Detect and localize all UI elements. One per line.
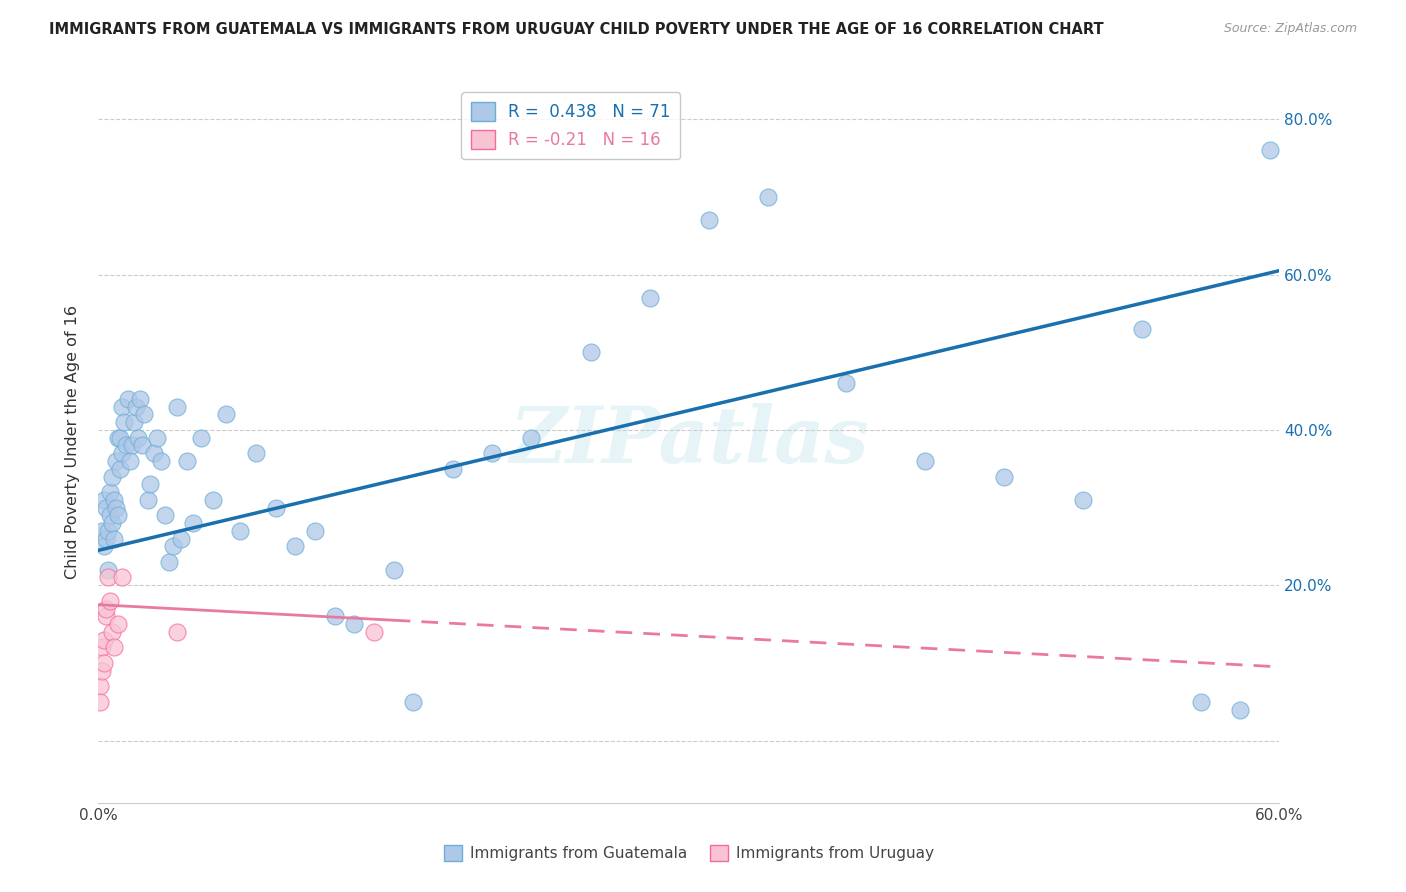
Point <box>166 400 188 414</box>
Point <box>103 532 125 546</box>
Point <box>108 431 131 445</box>
Point <box>97 524 120 538</box>
Point <box>142 446 165 460</box>
Point <box>993 469 1015 483</box>
Point <box>107 508 129 523</box>
Point <box>215 408 238 422</box>
Point <box>115 438 138 452</box>
Point <box>1229 702 1251 716</box>
Point <box>201 492 224 507</box>
Point <box>146 431 169 445</box>
Text: ZIPatlas: ZIPatlas <box>509 403 869 480</box>
Point <box>155 508 177 523</box>
Point <box>117 392 139 406</box>
Point <box>323 609 346 624</box>
Text: IMMIGRANTS FROM GUATEMALA VS IMMIGRANTS FROM URUGUAY CHILD POVERTY UNDER THE AGE: IMMIGRANTS FROM GUATEMALA VS IMMIGRANTS … <box>49 22 1104 37</box>
Point <box>96 532 118 546</box>
Point <box>756 190 779 204</box>
Point <box>343 617 366 632</box>
Point <box>98 594 121 608</box>
Point <box>111 400 134 414</box>
Point <box>697 213 720 227</box>
Point <box>1130 322 1153 336</box>
Point <box>107 431 129 445</box>
Point <box>1189 695 1212 709</box>
Point <box>105 500 128 515</box>
Point <box>304 524 326 538</box>
Point <box>105 454 128 468</box>
Point <box>520 431 543 445</box>
Point <box>382 563 405 577</box>
Point <box>98 485 121 500</box>
Point <box>136 492 159 507</box>
Point <box>190 431 212 445</box>
Point <box>93 656 115 670</box>
Point <box>91 640 114 655</box>
Point <box>150 454 173 468</box>
Point <box>166 624 188 639</box>
Point <box>835 376 858 391</box>
Point <box>138 477 160 491</box>
Point <box>96 609 118 624</box>
Point <box>101 624 124 639</box>
Point <box>111 446 134 460</box>
Point <box>1258 143 1281 157</box>
Point <box>441 461 464 475</box>
Point <box>284 540 307 554</box>
Point <box>98 508 121 523</box>
Point <box>132 408 155 422</box>
Point <box>118 454 141 468</box>
Point <box>101 469 124 483</box>
Point <box>112 415 135 429</box>
Point <box>481 446 503 460</box>
Legend: Immigrants from Guatemala, Immigrants from Uruguay: Immigrants from Guatemala, Immigrants fr… <box>437 839 941 868</box>
Point <box>103 492 125 507</box>
Point <box>181 516 204 530</box>
Point <box>125 400 148 414</box>
Point <box>131 438 153 452</box>
Point <box>229 524 252 538</box>
Point <box>402 695 425 709</box>
Point <box>264 500 287 515</box>
Point <box>93 540 115 554</box>
Point <box>579 345 602 359</box>
Point <box>89 679 111 693</box>
Point <box>93 492 115 507</box>
Point <box>89 695 111 709</box>
Point <box>108 461 131 475</box>
Point <box>128 392 150 406</box>
Point <box>638 291 661 305</box>
Point <box>1071 492 1094 507</box>
Point <box>363 624 385 639</box>
Point <box>914 454 936 468</box>
Point <box>91 664 114 678</box>
Point <box>103 640 125 655</box>
Point <box>97 570 120 584</box>
Point <box>157 555 180 569</box>
Point <box>162 540 184 554</box>
Point <box>96 500 118 515</box>
Point <box>122 415 145 429</box>
Point <box>93 632 115 647</box>
Point <box>97 563 120 577</box>
Point <box>111 570 134 584</box>
Point <box>101 516 124 530</box>
Point <box>245 446 267 460</box>
Text: Source: ZipAtlas.com: Source: ZipAtlas.com <box>1223 22 1357 36</box>
Point <box>121 438 143 452</box>
Point <box>91 524 114 538</box>
Y-axis label: Child Poverty Under the Age of 16: Child Poverty Under the Age of 16 <box>65 304 80 579</box>
Point <box>170 532 193 546</box>
Point <box>107 617 129 632</box>
Point <box>96 601 118 615</box>
Point <box>127 431 149 445</box>
Point <box>176 454 198 468</box>
